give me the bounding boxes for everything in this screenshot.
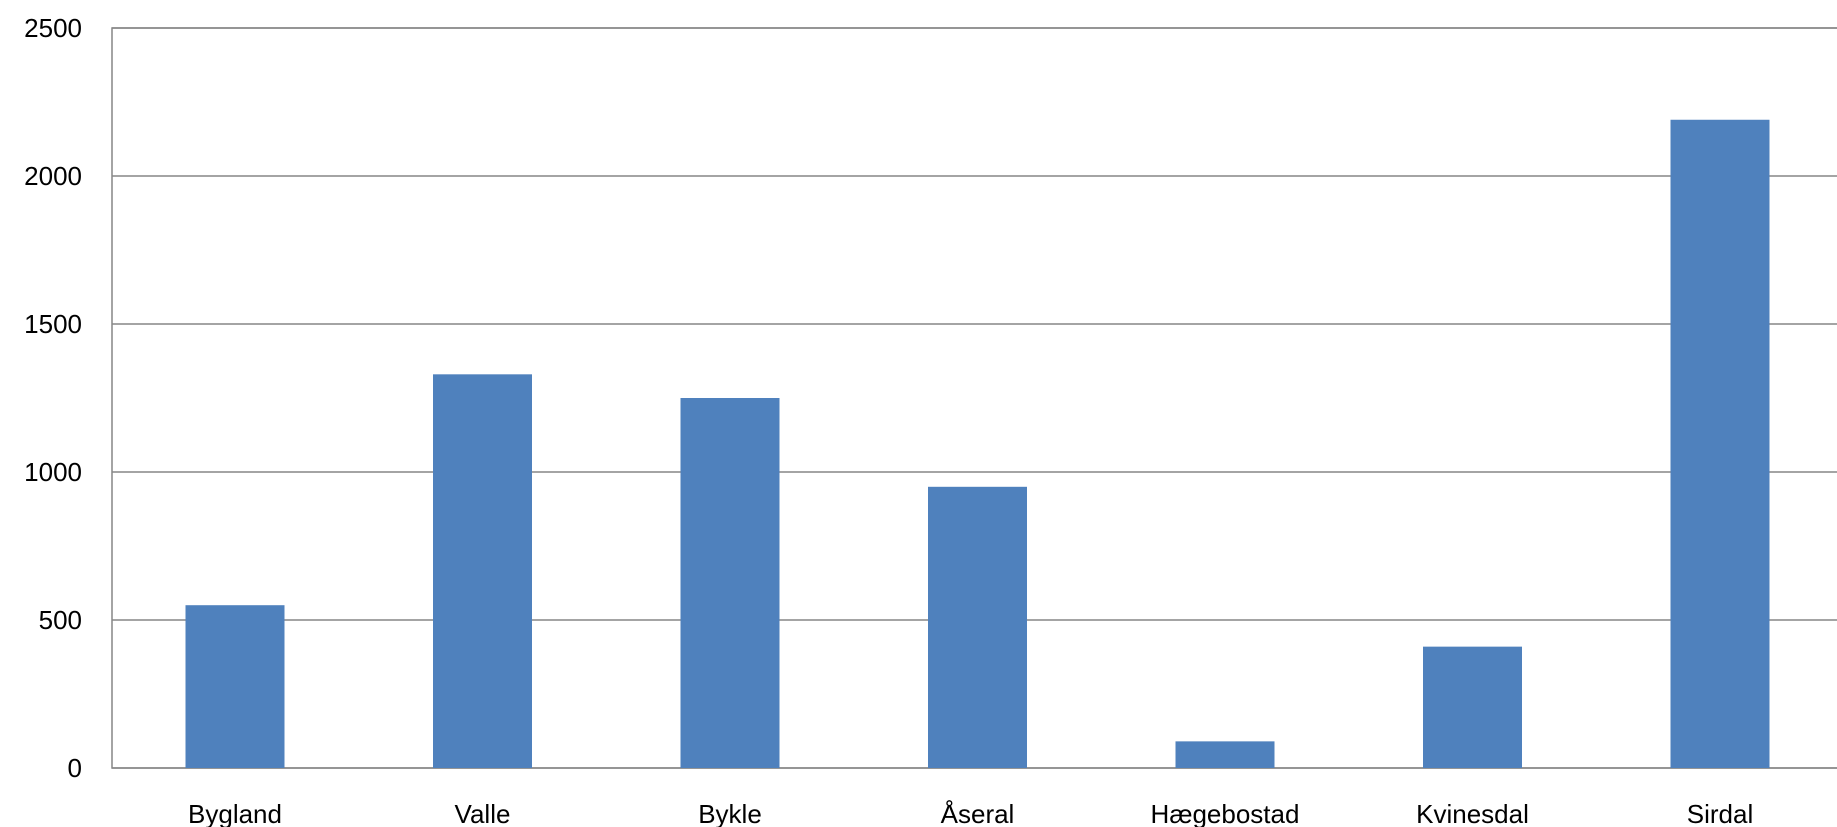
bar-åseral bbox=[928, 486, 1027, 768]
y-axis-tick-labels: 0 500 1000 1500 2000 2500 bbox=[24, 13, 82, 783]
bars bbox=[185, 119, 1770, 768]
bar-bykle bbox=[680, 398, 780, 768]
y-tick-label: 2500 bbox=[24, 13, 82, 43]
bar-hægebostad bbox=[1175, 741, 1275, 768]
x-tick-label: Sirdal bbox=[1687, 799, 1753, 827]
x-tick-label: Bykle bbox=[698, 799, 762, 827]
y-tick-label: 1500 bbox=[24, 309, 82, 339]
y-tick-label: 500 bbox=[39, 605, 82, 635]
x-tick-label: Åseral bbox=[941, 799, 1015, 827]
bar-sirdal bbox=[1670, 119, 1770, 768]
bar-valle bbox=[433, 374, 532, 768]
x-tick-label: Hægebostad bbox=[1151, 799, 1300, 827]
bar-kvinesdal bbox=[1423, 646, 1522, 768]
x-tick-label: Valle bbox=[455, 799, 511, 827]
x-tick-label: Kvinesdal bbox=[1416, 799, 1529, 827]
bar-bygland bbox=[185, 605, 285, 768]
y-tick-label: 2000 bbox=[24, 161, 82, 191]
x-axis-tick-labels: Bygland Valle Bykle Åseral Hægebostad Kvinesd… bbox=[188, 799, 1753, 827]
y-tick-label: 1000 bbox=[24, 457, 82, 487]
x-tick-label: Bygland bbox=[188, 799, 282, 827]
y-tick-label: 0 bbox=[68, 753, 82, 783]
